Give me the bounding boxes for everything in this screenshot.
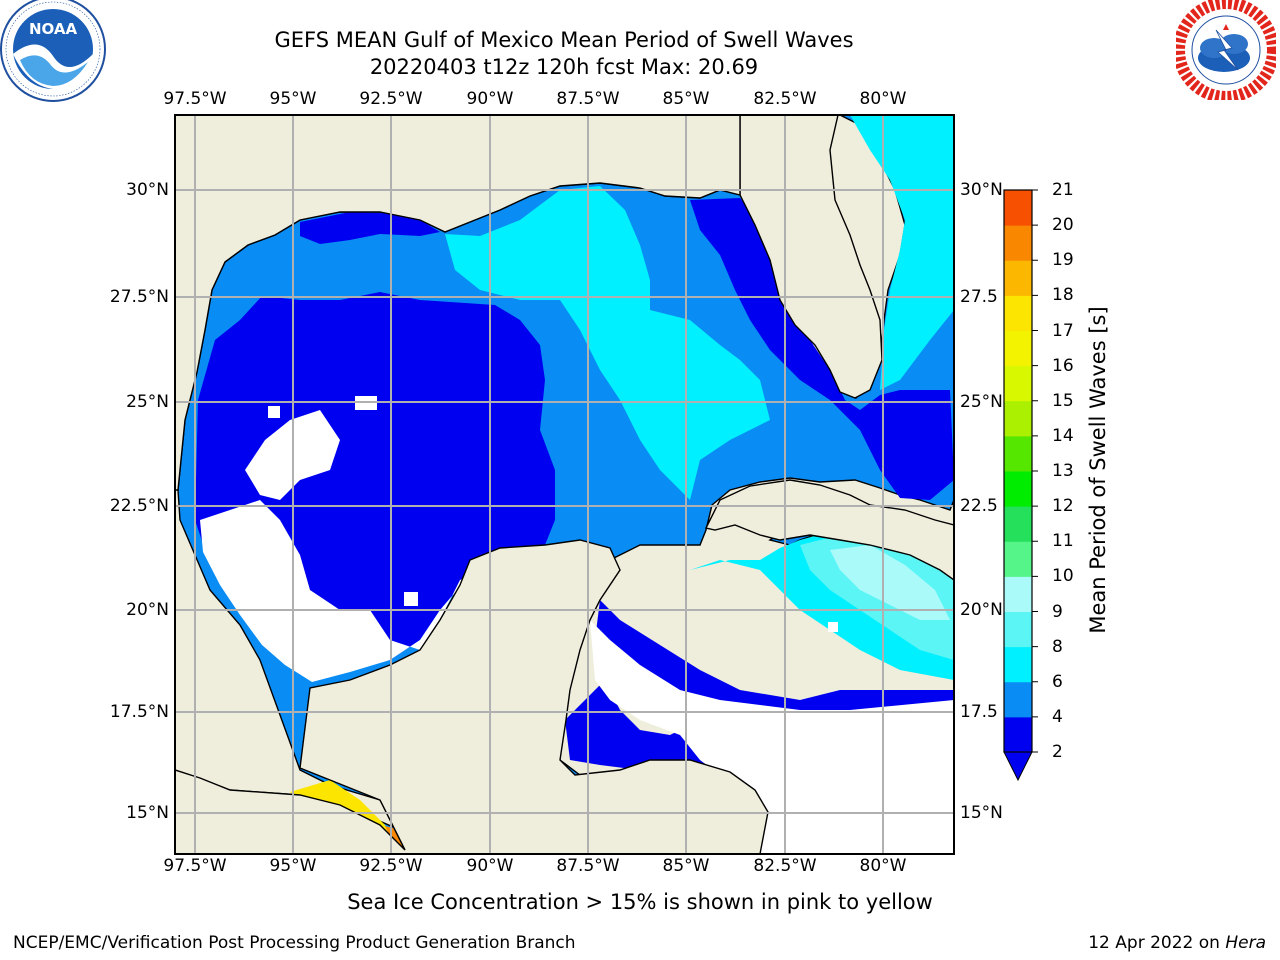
lat-tick-right: 15°N: [960, 803, 1003, 823]
lon-tick-bottom: 95°W: [269, 856, 317, 876]
graticule: [175, 115, 954, 854]
lon-tick-bottom: 87.5°W: [556, 856, 620, 876]
swell-2-4s-northwest: [300, 212, 440, 244]
lon-tick-bottom: 97.5°W: [163, 856, 227, 876]
no-swell-bay-of-campeche: [200, 500, 470, 682]
swell-8-9s-caribbean: [830, 545, 950, 620]
lat-tick-left: 22.5°N: [109, 496, 169, 516]
colorbar-extend-min: [1003, 751, 1033, 782]
colorbar-tick-label: 6: [1052, 671, 1063, 692]
footer-credit: NCEP/EMC/Verification Post Processing Pr…: [13, 933, 576, 953]
lat-tick-right: 30°N: [960, 180, 1003, 200]
footer-date: 12 Apr 2022 on Hera: [1088, 933, 1266, 953]
lon-tick-bottom: 90°W: [466, 856, 514, 876]
lon-tick-top: 95°W: [269, 89, 317, 109]
colorbar-tick-label: 11: [1052, 531, 1074, 552]
lat-tick-left: 17.5°N: [109, 702, 169, 722]
colorbar-tick-label: 17: [1052, 320, 1074, 341]
colorbar-swatch: [1004, 576, 1032, 612]
colorbar-swatch: [1004, 471, 1032, 507]
sea-ice-note: Sea Ice Concentration > 15% is shown in …: [347, 890, 933, 914]
swell-2-4s-east: [690, 198, 954, 500]
no-swell-speck: [404, 592, 418, 606]
colorbar-swatch: [1004, 716, 1032, 753]
lat-tick-left: 20°N: [126, 600, 169, 620]
colorbar-label: Mean Period of Swell Waves [s]: [1086, 306, 1110, 634]
svg-text:NOAA: NOAA: [29, 20, 78, 38]
no-swell-speck: [828, 622, 838, 632]
colorbar-swatch: [1004, 681, 1032, 718]
noaa-logo: NOAA: [0, 0, 106, 102]
lon-tick-top: 82.5°W: [753, 89, 817, 109]
footer-host: Hera: [1225, 933, 1266, 953]
lon-tick-bottom: 92.5°W: [359, 856, 423, 876]
lon-tick-bottom: 82.5°W: [753, 856, 817, 876]
colorbar-swatch: [1004, 400, 1032, 437]
colorbar-swatch: [1004, 435, 1032, 472]
lat-tick-right: 27.5: [960, 287, 998, 307]
lon-tick-top: 97.5°W: [163, 89, 227, 109]
colorbar: [1003, 189, 1038, 782]
colorbar-swatch: [1004, 260, 1032, 296]
colorbar-tick-label: 15: [1052, 390, 1074, 411]
swell-2-4s-caribbean: [595, 600, 954, 720]
colorbar-tick-label: 20: [1052, 215, 1074, 236]
colorbar-tick-label: 18: [1052, 285, 1074, 306]
colorbar-swatch: [1004, 365, 1032, 402]
colorbar-tick-label: 16: [1052, 355, 1074, 376]
colorbar-swatch: [1004, 506, 1032, 542]
lon-tick-bottom: 85°W: [662, 856, 710, 876]
swell-4-6s-central: [445, 186, 770, 500]
land-florida: [739, 115, 883, 399]
chart-subtitle: 20220403 t12z 120h fcst Max: 20.69: [369, 55, 759, 79]
colorbar-swatch: [1004, 646, 1032, 683]
colorbar-swatch: [1004, 330, 1032, 367]
colorbar-tick-label: 4: [1052, 706, 1063, 727]
colorbar-swatch: [1004, 225, 1032, 261]
lat-tick-right: 22.5: [960, 496, 998, 516]
lon-tick-top: 85°W: [662, 89, 710, 109]
colorbar-swatch: [1004, 541, 1032, 577]
no-swell-speck: [268, 406, 280, 418]
lon-tick-bottom: 80°W: [859, 856, 907, 876]
land-us-gulf-coast: [175, 115, 741, 491]
colorbar-tick-label: 12: [1052, 496, 1074, 517]
colorbar-tick-label: 13: [1052, 461, 1074, 481]
colorbar-tick-label: 2: [1052, 742, 1063, 762]
colorbar-swatch: [1004, 295, 1032, 331]
colorbar-tick-label: 14: [1052, 425, 1074, 446]
colorbar-tick-label: 8: [1052, 636, 1063, 657]
swell-4-6s-atlantic: [850, 115, 954, 390]
chart-title: GEFS MEAN Gulf of Mexico Mean Period of …: [274, 28, 854, 52]
lon-tick-top: 92.5°W: [359, 89, 423, 109]
colorbar-tick-label: 10: [1052, 566, 1074, 587]
lat-tick-right: 17.5: [960, 702, 998, 722]
colorbar-tick-label: 21: [1052, 180, 1074, 200]
lat-tick-right: 25°N: [960, 392, 1003, 412]
lat-tick-left: 15°N: [126, 803, 169, 823]
colorbar-swatch: [1004, 611, 1032, 648]
nws-logo: [1176, 0, 1276, 100]
colorbar-tick-label: 9: [1052, 601, 1063, 622]
lat-tick-left: 27.5°N: [109, 287, 169, 307]
lat-tick-left: 30°N: [126, 180, 169, 200]
colorbar-swatch: [1004, 190, 1032, 226]
map-frame: [174, 114, 955, 855]
no-swell-caribbean-south: [590, 620, 954, 854]
land-yucatan: [175, 539, 769, 854]
lat-tick-right: 20°N: [960, 600, 1003, 620]
colorbar-tick-label: 19: [1052, 250, 1074, 271]
lon-tick-top: 90°W: [466, 89, 514, 109]
lon-tick-top: 80°W: [859, 89, 907, 109]
lon-tick-top: 87.5°W: [556, 89, 620, 109]
lat-tick-left: 25°N: [126, 392, 169, 412]
